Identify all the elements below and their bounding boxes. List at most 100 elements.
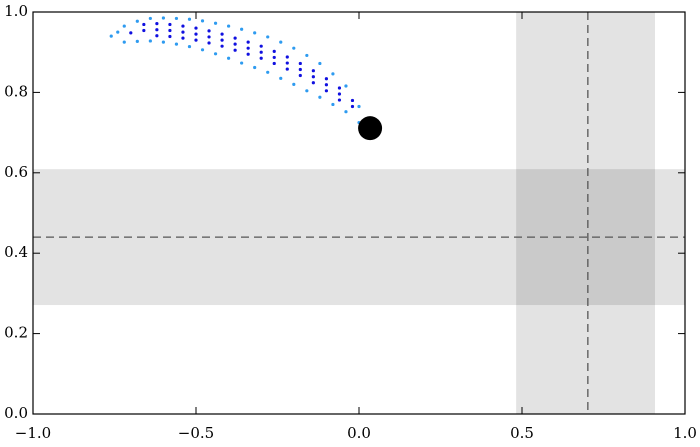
point	[344, 110, 348, 114]
point	[358, 116, 383, 141]
point	[109, 34, 113, 38]
point	[161, 16, 165, 20]
point	[305, 53, 309, 58]
point	[155, 34, 159, 38]
point	[259, 44, 263, 48]
point	[324, 89, 328, 93]
point	[344, 84, 348, 88]
point	[181, 30, 185, 34]
point	[357, 104, 361, 109]
point	[142, 28, 146, 33]
point	[285, 67, 289, 71]
point	[174, 16, 179, 21]
point	[246, 40, 250, 44]
point	[213, 52, 218, 56]
point	[129, 31, 133, 35]
band	[516, 12, 656, 414]
point	[181, 24, 185, 28]
point	[259, 56, 263, 60]
point	[253, 31, 257, 35]
point	[207, 35, 211, 39]
point	[181, 36, 185, 40]
point	[155, 22, 159, 26]
point	[240, 27, 244, 31]
x-tick-label: −0.5	[178, 424, 214, 442]
point	[272, 49, 276, 53]
point	[279, 40, 283, 44]
point	[350, 98, 355, 103]
point	[142, 22, 146, 27]
point	[279, 76, 283, 80]
point	[148, 39, 152, 43]
point	[259, 50, 263, 54]
x-tick-label: 0.0	[347, 424, 371, 442]
point	[246, 52, 250, 56]
y-tick-label: 1.0	[4, 2, 28, 20]
point	[318, 61, 322, 66]
point	[337, 86, 342, 90]
point	[227, 24, 231, 28]
point	[233, 36, 237, 40]
point	[298, 73, 302, 78]
point	[168, 22, 172, 27]
point	[194, 32, 198, 36]
point	[207, 29, 211, 33]
x-tick-label: 1.0	[673, 424, 697, 442]
point	[292, 46, 296, 50]
point	[298, 61, 302, 66]
point	[200, 19, 205, 23]
point	[194, 26, 198, 30]
y-tick-label: 0.0	[4, 404, 28, 422]
point	[200, 48, 205, 52]
point	[285, 55, 289, 59]
y-tick-label: 0.4	[4, 243, 28, 261]
x-tick-label: 0.5	[510, 424, 534, 442]
point	[305, 89, 309, 93]
point	[318, 95, 322, 99]
point	[220, 44, 224, 48]
point	[324, 83, 328, 87]
point	[246, 46, 250, 50]
point	[174, 42, 179, 46]
point	[266, 35, 270, 39]
point	[155, 28, 159, 32]
point	[135, 19, 139, 23]
point	[240, 61, 244, 65]
point	[324, 77, 328, 81]
point	[311, 69, 315, 73]
point	[187, 17, 192, 21]
point	[311, 81, 315, 85]
point	[168, 34, 172, 39]
point	[233, 42, 237, 46]
point	[122, 24, 126, 28]
point	[148, 16, 152, 21]
point	[331, 102, 335, 107]
y-tick-label: 0.8	[4, 82, 28, 100]
point	[272, 55, 276, 60]
point	[292, 82, 296, 86]
point	[187, 44, 192, 49]
point	[298, 67, 302, 72]
point	[227, 56, 231, 60]
x-tick-label: −1.0	[15, 424, 51, 442]
point	[161, 40, 165, 44]
point	[350, 104, 355, 109]
point	[194, 38, 198, 42]
point	[337, 92, 342, 96]
point	[135, 39, 139, 43]
point	[253, 65, 257, 70]
point	[122, 40, 126, 44]
point	[311, 75, 315, 79]
point	[266, 70, 270, 74]
point	[168, 28, 172, 33]
point	[207, 41, 211, 45]
point	[337, 98, 342, 102]
point	[220, 38, 224, 42]
point	[233, 48, 237, 52]
y-tick-label: 0.6	[4, 163, 28, 181]
point	[285, 61, 289, 65]
point	[331, 72, 335, 76]
point	[220, 32, 224, 36]
y-tick-label: 0.2	[4, 324, 28, 342]
